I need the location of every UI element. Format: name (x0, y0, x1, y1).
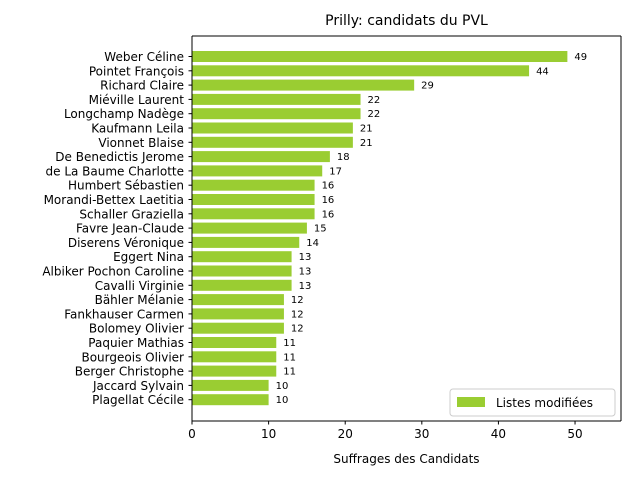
bar (192, 394, 269, 406)
bar-value-label: 12 (291, 309, 304, 320)
x-tick-label: 40 (491, 427, 506, 441)
bar-value-label: 21 (360, 138, 373, 149)
y-tick-label: Favre Jean-Claude (76, 222, 184, 236)
x-tick-label: 10 (261, 427, 276, 441)
y-tick-label: Bähler Mélanie (95, 293, 184, 307)
y-tick-label: Fankhauser Carmen (64, 307, 184, 321)
bar (192, 308, 284, 320)
y-tick-label: Berger Christophe (75, 365, 184, 379)
y-tick-label: Plagellat Cécile (92, 393, 184, 407)
legend: Listes modifiées (449, 388, 616, 417)
x-tick-label: 30 (414, 427, 429, 441)
bar-value-label: 44 (536, 66, 549, 77)
bar (192, 322, 284, 334)
bar-value-label: 22 (368, 95, 381, 106)
y-tick-label: Miéville Laurent (89, 93, 185, 107)
bar-value-label: 12 (291, 295, 304, 306)
bar-value-label: 13 (299, 267, 312, 278)
bar-value-label: 16 (322, 181, 335, 192)
bar (192, 222, 307, 234)
bar (192, 179, 315, 191)
x-tick-label: 0 (188, 427, 196, 441)
x-axis-title: Suffrages des Candidats (333, 452, 479, 466)
y-tick-label: Bourgeois Olivier (81, 350, 184, 364)
bar-value-label: 11 (283, 352, 296, 363)
x-tick-label: 50 (567, 427, 582, 441)
y-tick-label: Richard Claire (100, 79, 184, 93)
y-tick-label: Pointet François (89, 64, 184, 78)
y-tick-label: Weber Céline (104, 50, 184, 64)
y-tick-label: Albiker Pochon Caroline (42, 265, 184, 279)
y-tick-label: Diserens Véronique (68, 236, 184, 250)
bar (192, 65, 530, 77)
bar (192, 236, 300, 248)
bar (192, 165, 323, 177)
bar (192, 194, 315, 205)
bar (192, 122, 353, 134)
bar-value-label: 14 (306, 238, 319, 249)
bars-group: 49 44 29 22 22 21 21 18 17 16 16 16 15 14 13 13 13 12 12 12… (192, 51, 587, 406)
y-tick-label: Eggert Nina (113, 250, 184, 264)
bar-value-label: 10 (276, 381, 289, 392)
bar-value-label: 11 (283, 367, 296, 378)
bar (192, 136, 353, 148)
legend-label: Listes modifiées (496, 396, 593, 410)
y-tick-label: Morandi-Bettex Laetitia (44, 193, 184, 207)
bar (192, 151, 330, 163)
bar (192, 251, 292, 263)
bar-value-label: 16 (322, 195, 335, 206)
legend-box (449, 388, 616, 417)
y-tick-label: Jaccard Sylvain (92, 379, 184, 393)
y-tick-label: Cavalli Virginie (95, 279, 184, 293)
bar (192, 279, 292, 291)
y-tick-label: De Benedictis Jerome (55, 150, 184, 164)
y-tick-label: Paquier Mathias (88, 336, 184, 350)
y-tick-label: Bolomey Olivier (89, 322, 184, 336)
bar-value-label: 11 (283, 338, 296, 349)
bar-value-label: 12 (291, 324, 304, 335)
bar-value-label: 49 (574, 52, 587, 63)
y-tick-label: de La Baume Charlotte (46, 164, 185, 178)
bar (192, 351, 277, 363)
bar-value-label: 15 (314, 224, 327, 235)
y-tick-label: Vionnet Blaise (98, 136, 184, 150)
bar (192, 51, 568, 62)
y-tick-label: Kaufmann Leila (91, 122, 184, 136)
bar (192, 337, 277, 348)
bar (192, 294, 284, 306)
x-tick-label: 20 (338, 427, 353, 441)
bar-value-label: 22 (368, 109, 381, 120)
bar (192, 79, 415, 91)
bar (192, 365, 277, 377)
bar-value-label: 10 (276, 395, 289, 406)
y-tick-label: Schaller Graziella (79, 207, 184, 221)
bar (192, 93, 361, 105)
bar-value-label: 29 (421, 81, 434, 92)
chart-title: Prilly: candidats du PVL (325, 13, 488, 29)
bar-value-label: 18 (337, 152, 350, 163)
bar-value-label: 16 (322, 209, 335, 220)
bar (192, 108, 361, 120)
bar (192, 379, 269, 391)
legend-swatch (457, 397, 485, 407)
bar (192, 265, 292, 277)
y-tick-label: Longchamp Nadège (64, 107, 184, 121)
bar-value-label: 17 (329, 166, 342, 177)
bar (192, 208, 315, 220)
bar-value-label: 13 (299, 252, 312, 263)
bar-value-label: 13 (299, 281, 312, 292)
bar-value-label: 21 (360, 124, 373, 135)
y-tick-label: Humbert Sébastien (68, 179, 184, 193)
